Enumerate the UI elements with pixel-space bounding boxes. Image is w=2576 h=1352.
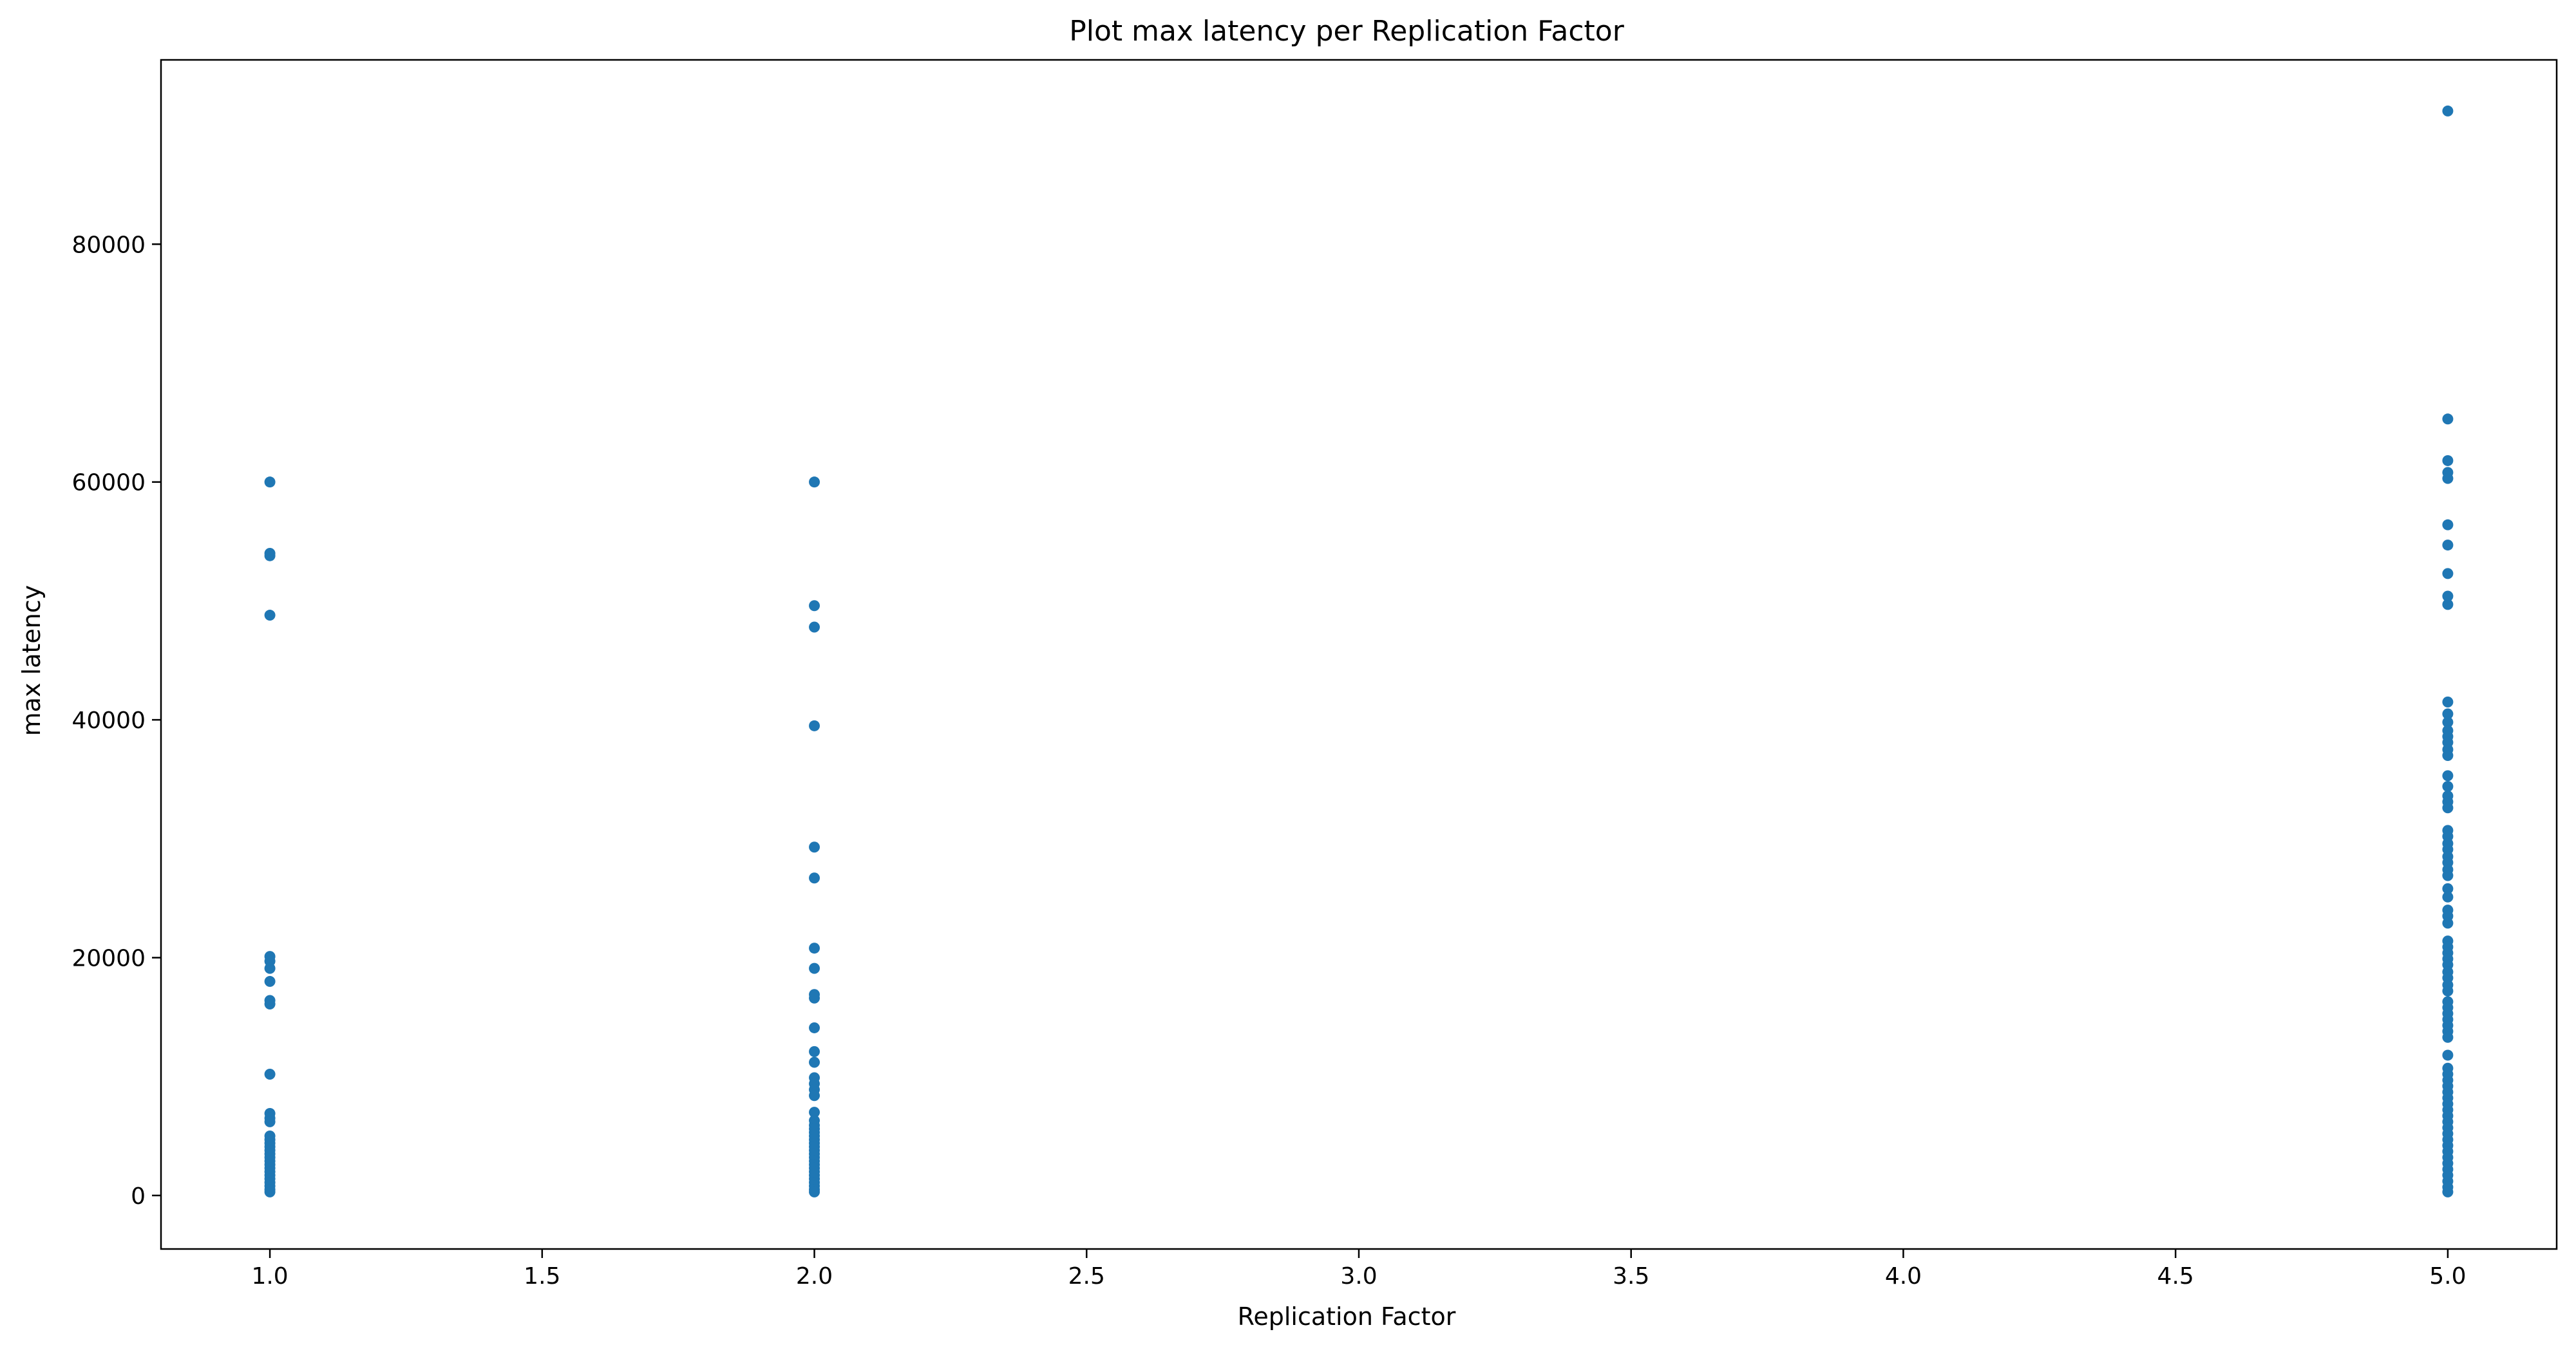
scatter-point [2442,590,2454,602]
scatter-point [2442,696,2454,708]
x-tick-label: 4.5 [2157,1263,2194,1290]
plot-frame [160,59,2558,1250]
scatter-point [264,1116,276,1127]
scatter-point [809,1046,820,1057]
scatter-point [809,872,820,884]
x-tick-label: 2.5 [1068,1263,1105,1290]
data-points [264,105,2454,1197]
scatter-point [809,1022,820,1033]
scatter-point [809,1056,820,1068]
scatter-point [2442,568,2454,579]
scatter-point [264,1186,276,1197]
scatter-point [809,1090,820,1102]
scatter-point [809,943,820,954]
scatter-point [2442,917,2454,929]
x-tick-label: 2.0 [796,1263,833,1290]
scatter-point [2442,781,2454,793]
y-tick-label: 20000 [71,945,146,972]
x-tick-label: 3.0 [1340,1263,1377,1290]
scatter-point [264,476,276,488]
scatter-point [2442,708,2454,720]
scatter-point [809,1186,820,1197]
y-axis-label: max latency [17,585,46,736]
scatter-point [2442,891,2454,903]
scatter-point [2442,1186,2454,1197]
scatter-point [2442,1049,2454,1061]
x-tick-label: 1.0 [251,1263,288,1290]
scatter-point [2442,105,2454,117]
y-tick-label: 80000 [71,232,146,258]
x-tick-label: 1.5 [524,1263,560,1290]
x-tick-label: 3.5 [1613,1263,1649,1290]
scatter-point [2442,413,2454,425]
scatter-point [264,975,276,987]
x-axis-ticks: 1.0 1.5 2.0 2.5 3.0 3.5 4.0 4.5 5.0 [251,1249,2467,1290]
scatter-point [2442,1031,2454,1043]
scatter-point [809,476,820,488]
scatter-point [2442,749,2454,761]
scatter-point [264,999,276,1010]
scatter-point [809,841,820,853]
scatter-point [2442,540,2454,551]
scatter-point [2442,717,2454,728]
scatter-point [2442,883,2454,894]
scatter-point [2442,802,2454,814]
scatter-point [264,610,276,621]
y-axis-ticks: 0 20000 40000 60000 80000 [71,232,161,1210]
scatter-point [809,962,820,974]
scatter-point [2442,985,2454,997]
scatter-point [809,992,820,1004]
scatter-point [264,550,276,561]
scatter-point [809,621,820,633]
scatter-point [809,600,820,612]
scatter-point [2442,770,2454,782]
scatter-point [809,1107,820,1118]
scatter-point [2442,455,2454,466]
scatter-point [2442,870,2454,881]
scatter-point [2442,473,2454,484]
scatter-point [264,962,276,974]
scatter-point [264,1068,276,1080]
x-axis-label: Replication Factor [1238,1302,1456,1331]
chart-title: Plot max latency per Replication Factor [1069,15,1625,48]
scatter-point [2442,519,2454,530]
scatter-point [2442,599,2454,610]
y-tick-label: 60000 [71,470,146,496]
x-tick-label: 4.0 [1885,1263,1922,1290]
y-tick-label: 40000 [71,708,146,734]
scatter-point [809,720,820,731]
x-tick-label: 5.0 [2429,1263,2466,1290]
y-tick-label: 0 [131,1183,146,1210]
